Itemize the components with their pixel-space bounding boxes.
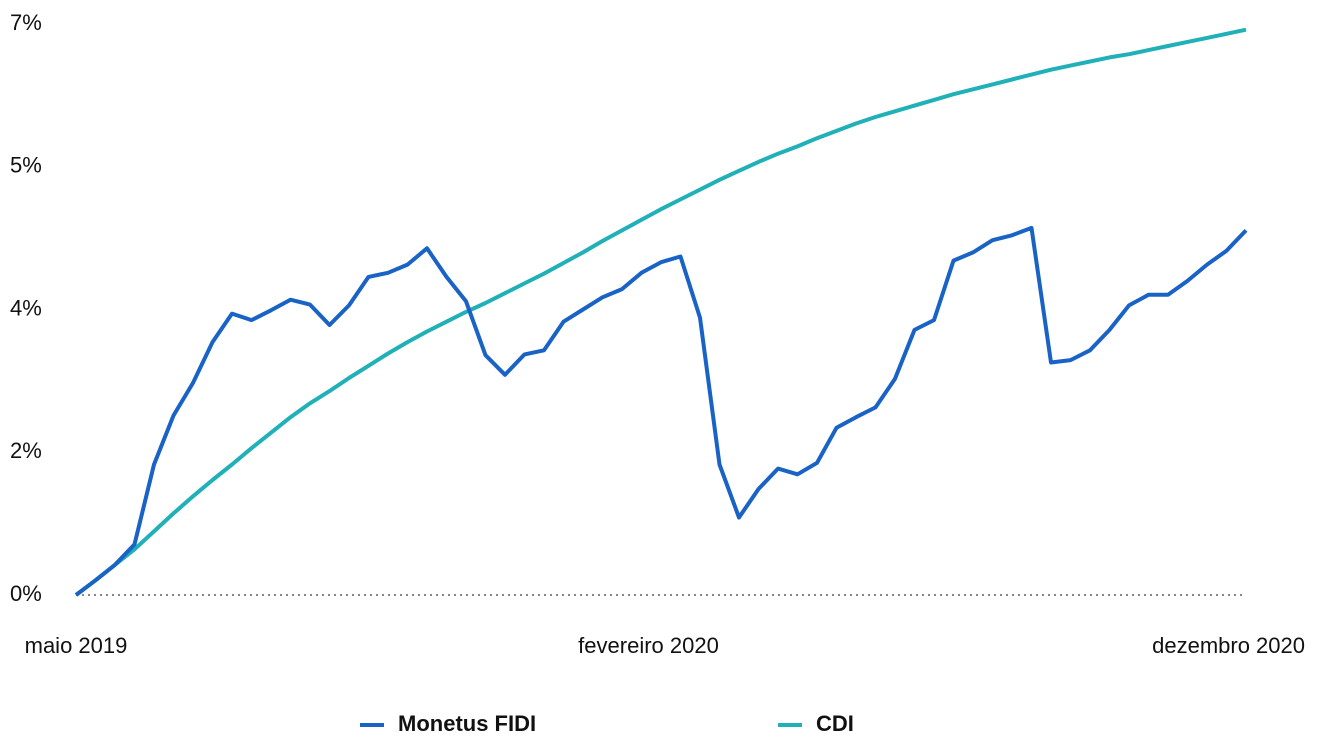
legend-text: Monetus FIDI	[398, 711, 536, 736]
y-tick-label: 4%	[10, 295, 42, 320]
legend-text: CDI	[816, 711, 854, 736]
x-tick-label: fevereiro 2020	[578, 633, 719, 658]
x-tick-label: dezembro 2020	[1152, 633, 1305, 658]
x-tick-label: maio 2019	[25, 633, 128, 658]
y-tick-label: 2%	[10, 438, 42, 463]
y-tick-label: 5%	[10, 153, 42, 178]
line-series	[74, 27, 1247, 597]
line-series	[74, 225, 1248, 597]
y-tick-label: 0%	[10, 581, 42, 606]
y-tick-label: 7%	[10, 10, 42, 35]
